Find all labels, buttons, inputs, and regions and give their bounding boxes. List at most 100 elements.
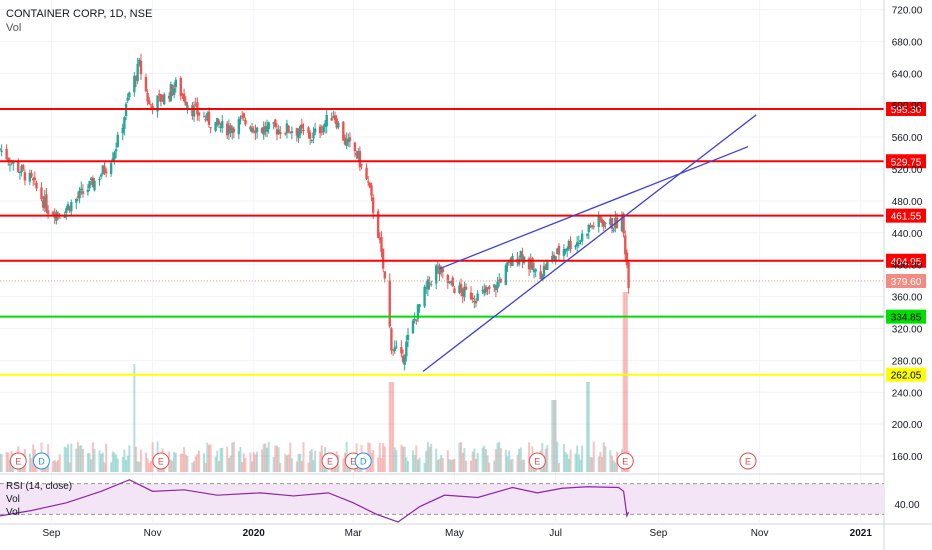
candle-body [86, 189, 90, 193]
volume-bar [191, 462, 194, 472]
price-tag-label: 334.85 [891, 313, 922, 324]
price-tag-label: 262.05 [891, 371, 922, 382]
volume-bar [53, 459, 56, 472]
candle-body [161, 98, 164, 102]
candle-body [184, 101, 187, 106]
volume-bar [403, 446, 406, 472]
earnings-icon [152, 452, 170, 470]
candle-body [446, 275, 450, 283]
volume-bar [413, 455, 416, 472]
volume-bar [261, 449, 264, 472]
volume-bar [436, 460, 439, 472]
volume-bar [52, 461, 55, 472]
candle-body [307, 127, 310, 134]
time-axis-tick: 2020 [243, 528, 266, 539]
volume-bar [319, 451, 322, 472]
candle-body [138, 59, 141, 65]
volume-bar [483, 445, 486, 472]
price-axis-tick: 160.00 [892, 452, 923, 463]
earnings-icon [9, 452, 27, 470]
volume-bar [392, 382, 395, 472]
candle-body [20, 165, 23, 173]
volume-bar [30, 457, 33, 472]
candle-body [78, 190, 81, 199]
candle-body [347, 138, 350, 143]
trendlines [422, 114, 757, 373]
event-marker-label: E [534, 457, 540, 467]
candle-body [146, 93, 149, 102]
candle-body [197, 112, 201, 116]
candle-body [464, 286, 468, 290]
candle-body [76, 196, 80, 198]
volume-bar [509, 459, 512, 472]
volume-bar [254, 454, 257, 472]
volume-bar [121, 457, 124, 472]
candle-body [436, 267, 440, 269]
volume-bar [241, 462, 244, 472]
volume-bar [126, 455, 129, 472]
candle-body [300, 124, 304, 129]
volume-bar [174, 452, 177, 472]
volume-bar [428, 446, 431, 472]
candle-body [325, 114, 328, 127]
volume-bar [567, 458, 570, 472]
candle-body [207, 111, 211, 125]
candle-body [610, 218, 614, 229]
candle-body [179, 77, 182, 97]
volume-bar [574, 453, 577, 472]
volume-bar [388, 382, 391, 472]
volume-bar [564, 451, 567, 472]
candle-body [298, 126, 302, 135]
volume-bar [382, 442, 385, 472]
volume-bar [314, 450, 317, 472]
candle-body [139, 60, 143, 75]
candle-body [70, 202, 73, 212]
price-tag [886, 101, 926, 116]
candle-body [580, 233, 584, 242]
volume-bar [508, 450, 511, 472]
candle-body [599, 215, 602, 220]
candle-body [423, 286, 426, 307]
volume-bar [476, 452, 479, 472]
candle-body [310, 140, 314, 142]
volume-bar [597, 456, 600, 472]
candle-body [226, 123, 229, 136]
volume-bar [81, 448, 84, 472]
volume-bar [622, 292, 625, 472]
candle-body [335, 118, 338, 128]
event-marker-label: E [745, 457, 751, 467]
candle-body [274, 119, 277, 127]
volume-bar [546, 444, 549, 472]
volume-bar [579, 459, 582, 472]
candle-body [0, 150, 3, 152]
volume-bar [521, 459, 524, 472]
candle-body [237, 119, 241, 135]
candle-body [104, 171, 108, 174]
candle-body [499, 279, 503, 283]
volume-bar [589, 457, 592, 472]
candle-body [471, 297, 474, 300]
candle-body [136, 63, 139, 81]
candle-body [371, 197, 375, 213]
price-tag-label: 595.30 [891, 105, 922, 116]
volume-bar [475, 458, 477, 472]
candle-body [439, 268, 443, 273]
volume-bar [90, 459, 93, 472]
candle-body [28, 172, 32, 182]
candle-body [174, 79, 178, 88]
candle-body [428, 282, 431, 284]
volume-bars [0, 292, 630, 472]
candle-body [209, 127, 212, 129]
candle-body [35, 182, 38, 189]
candle-body [242, 113, 246, 118]
volume-bar [554, 400, 557, 472]
candle-body [585, 234, 589, 236]
volume-bar [115, 454, 118, 472]
price-axis-tick: 240.00 [892, 388, 923, 399]
candle-body [403, 355, 406, 365]
candle-body [332, 116, 335, 118]
trendline [422, 114, 757, 373]
volume-bar [80, 445, 83, 472]
candle-body [473, 300, 476, 302]
